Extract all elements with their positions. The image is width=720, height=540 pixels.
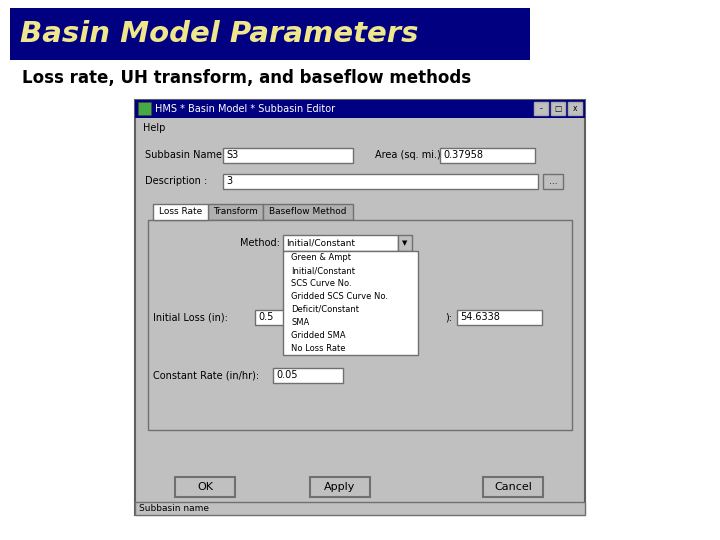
Text: S3: S3 xyxy=(226,151,238,160)
FancyBboxPatch shape xyxy=(273,368,343,383)
Text: Method:: Method: xyxy=(240,238,280,247)
Text: Subbasin name: Subbasin name xyxy=(139,504,209,513)
Text: Apply: Apply xyxy=(324,482,356,492)
FancyBboxPatch shape xyxy=(440,148,535,163)
Text: Loss rate, UH transform, and baseflow methods: Loss rate, UH transform, and baseflow me… xyxy=(22,69,471,87)
Text: SCS Curve No.: SCS Curve No. xyxy=(291,279,351,288)
FancyBboxPatch shape xyxy=(568,102,582,115)
FancyBboxPatch shape xyxy=(135,100,585,118)
Text: 3: 3 xyxy=(226,177,232,186)
Text: ▼: ▼ xyxy=(402,240,408,246)
Text: SMA: SMA xyxy=(291,318,310,327)
FancyBboxPatch shape xyxy=(534,102,548,115)
Text: Initial Loss (in):: Initial Loss (in): xyxy=(153,313,228,322)
FancyBboxPatch shape xyxy=(208,204,263,220)
FancyBboxPatch shape xyxy=(10,8,530,60)
Text: Help: Help xyxy=(143,123,166,133)
Text: Baseflow Method: Baseflow Method xyxy=(269,207,347,217)
Text: 0.05: 0.05 xyxy=(276,370,297,381)
FancyBboxPatch shape xyxy=(283,251,418,355)
FancyBboxPatch shape xyxy=(310,477,370,497)
Text: Subbasin Name :: Subbasin Name : xyxy=(145,150,228,160)
FancyBboxPatch shape xyxy=(135,502,585,515)
FancyBboxPatch shape xyxy=(138,102,151,115)
Text: Deficit/Constant: Deficit/Constant xyxy=(291,305,359,314)
Text: 0.5: 0.5 xyxy=(258,313,274,322)
Text: Initial/Constant: Initial/Constant xyxy=(286,239,355,247)
Text: Gridded SCS Curve No.: Gridded SCS Curve No. xyxy=(291,292,388,301)
Text: 0.37958: 0.37958 xyxy=(443,151,483,160)
Text: -: - xyxy=(539,104,542,113)
Text: □: □ xyxy=(554,104,562,113)
Text: HMS * Basin Model * Subbasin Editor: HMS * Basin Model * Subbasin Editor xyxy=(155,104,335,114)
Text: OK: OK xyxy=(197,482,213,492)
Text: Description :: Description : xyxy=(145,176,207,186)
Text: ...: ... xyxy=(549,177,557,186)
FancyBboxPatch shape xyxy=(551,102,565,115)
Text: Green & Ampt: Green & Ampt xyxy=(291,253,351,262)
Text: Gridded SMA: Gridded SMA xyxy=(291,331,346,340)
FancyBboxPatch shape xyxy=(153,204,208,220)
Text: Basin Model Parameters: Basin Model Parameters xyxy=(20,20,418,48)
FancyBboxPatch shape xyxy=(223,148,353,163)
FancyBboxPatch shape xyxy=(398,235,412,251)
FancyBboxPatch shape xyxy=(457,310,542,325)
Text: ):: ): xyxy=(445,313,452,322)
Text: Initial/Constant: Initial/Constant xyxy=(291,266,355,275)
FancyBboxPatch shape xyxy=(263,204,353,220)
Text: Constant Rate (in/hr):: Constant Rate (in/hr): xyxy=(153,370,259,381)
Text: Transform: Transform xyxy=(213,207,258,217)
Text: 54.6338: 54.6338 xyxy=(460,313,500,322)
FancyBboxPatch shape xyxy=(148,220,572,430)
FancyBboxPatch shape xyxy=(283,235,398,251)
Text: Cancel: Cancel xyxy=(494,482,532,492)
Text: Loss Rate: Loss Rate xyxy=(159,207,202,217)
FancyBboxPatch shape xyxy=(255,310,310,325)
FancyBboxPatch shape xyxy=(175,477,235,497)
Text: x: x xyxy=(572,104,577,113)
Text: No Loss Rate: No Loss Rate xyxy=(291,344,346,353)
FancyBboxPatch shape xyxy=(135,100,585,515)
FancyBboxPatch shape xyxy=(543,174,563,189)
FancyBboxPatch shape xyxy=(223,174,538,189)
FancyBboxPatch shape xyxy=(483,477,543,497)
Text: Area (sq. mi.): Area (sq. mi.) xyxy=(375,150,441,160)
